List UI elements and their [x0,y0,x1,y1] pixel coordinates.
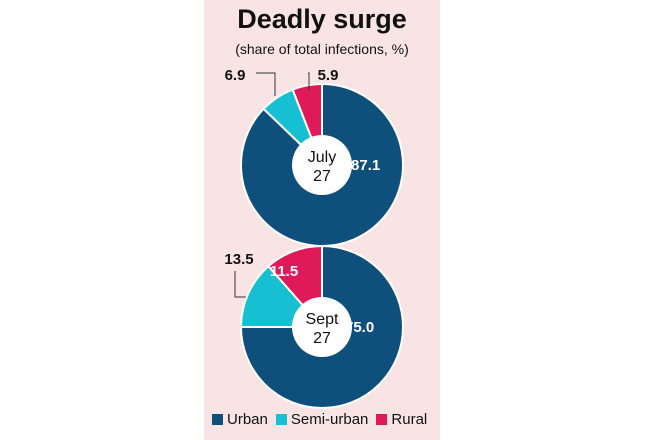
center-label-line1-1: Sept [306,311,339,328]
legend: Urban Semi-urban Rural [212,411,436,428]
center-label-line2-0: 27 [313,168,331,185]
chart-panel: Deadly surge (share of total infections,… [204,0,440,440]
donut-hole-1 [292,297,352,357]
chart-title: Deadly surge [237,4,407,34]
center-label-line1-0: July [308,149,336,166]
legend-label-rural: Rural [391,411,428,428]
donut-charts: July 27 87.1 6.9 5.9 Sept 27 75.0 13.5 11.5 [224,67,404,409]
legend-item-rural: Rural [376,411,427,428]
leader-line-rural-0 [308,72,310,90]
legend-swatch-rural [376,414,388,425]
value-label-urban-0: 87.1 [351,157,380,174]
value-label-urban-1: 75.0 [345,319,374,336]
center-label-line2-1: 27 [313,330,331,347]
leader-line-semi-urban-0 [256,72,276,96]
legend-item-urban: Urban [212,411,268,428]
leader-line-semi-urban-1 [234,271,246,298]
value-label-rural-0: 5.9 [318,67,339,84]
legend-swatch-urban [212,414,223,425]
value-label-semi-urban-0: 6.9 [225,67,246,84]
chart-subtitle: (share of total infections, %) [235,41,409,57]
legend-label-semi-urban: Semi-urban [290,411,369,428]
legend-label-urban: Urban [227,411,268,428]
legend-swatch-semi-urban [275,414,287,425]
value-label-rural-1: 11.5 [270,263,298,280]
legend-item-semi-urban: Semi-urban [275,411,369,428]
donut-hole-0 [292,135,352,195]
value-label-semi-urban-1: 13.5 [224,251,253,268]
